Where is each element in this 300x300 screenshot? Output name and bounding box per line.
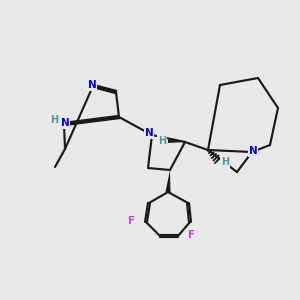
Text: H: H bbox=[221, 157, 229, 167]
Text: H: H bbox=[50, 115, 58, 125]
Text: N: N bbox=[88, 80, 96, 90]
Text: N: N bbox=[61, 118, 69, 128]
Text: H: H bbox=[158, 136, 166, 146]
Polygon shape bbox=[166, 170, 170, 192]
Text: F: F bbox=[188, 230, 196, 240]
Text: N: N bbox=[145, 128, 153, 138]
Polygon shape bbox=[168, 139, 185, 143]
Text: N: N bbox=[249, 146, 257, 156]
Text: F: F bbox=[128, 216, 136, 226]
